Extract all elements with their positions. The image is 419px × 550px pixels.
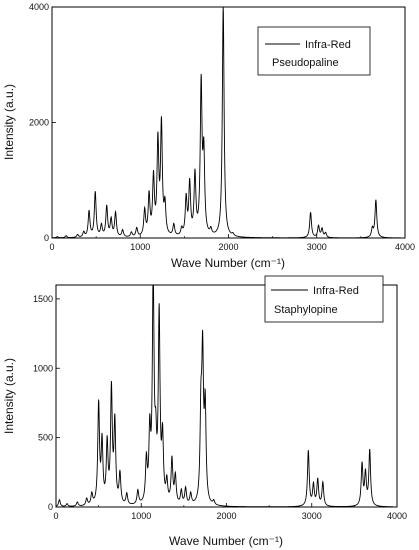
y-tick-label: 4000 [29,2,49,12]
y-tick-label: 500 [38,433,53,443]
compound-annotation: Pseudopaline [272,57,339,69]
compound-annotation: Staphylopine [274,304,338,316]
legend-entry-infra-red: Infra-Red [313,285,359,297]
x-tick-label: 1000 [130,242,150,252]
x-axis-label: Wave Number (cm⁻¹) [169,534,283,548]
x-tick-label: 3000 [302,511,322,521]
infra-red-series-line [55,284,393,508]
x-tick-label: 4000 [395,242,415,252]
staphylopine-chart: 0 1000 2000 3000 4000 0 500 1000 1500 Wave Numb… [2,275,407,548]
y-tick-label: 1000 [33,363,53,373]
y-tick-label: 2000 [29,118,49,128]
x-tick-label: 0 [49,242,54,252]
infra-red-series-line [52,6,401,239]
y-axis-label: Intensity (a.u.) [2,358,16,434]
y-tick-label: 1500 [33,294,53,304]
x-tick-label: 2000 [218,242,238,252]
pseudopaline-chart: 0 1000 2000 3000 4000 0 2000 4000 Wave Number … [2,2,415,270]
y-axis-ticks: 0 500 1000 1500 [33,294,60,512]
y-axis-label: Intensity (a.u.) [2,84,16,160]
x-tick-label: 1000 [131,511,151,521]
legend-entry-infra-red: Infra-Red [305,39,351,51]
x-tick-label: 3000 [307,242,327,252]
x-axis-ticks: 0 1000 2000 3000 4000 [53,503,407,521]
x-axis-label: Wave Number (cm⁻¹) [171,256,285,270]
legend: Infra-Red Staphylopine [264,275,384,323]
x-tick-label: 0 [53,511,58,521]
x-tick-label: 4000 [387,511,407,521]
legend-box [257,26,371,76]
legend-box [264,275,384,323]
x-tick-label: 2000 [216,511,236,521]
x-axis-ticks: 0 1000 2000 3000 4000 [49,234,415,252]
y-tick-label: 0 [48,502,53,512]
y-tick-label: 0 [44,233,49,243]
legend: Infra-Red Pseudopaline [257,26,371,76]
y-axis-ticks: 0 2000 4000 [29,2,56,243]
